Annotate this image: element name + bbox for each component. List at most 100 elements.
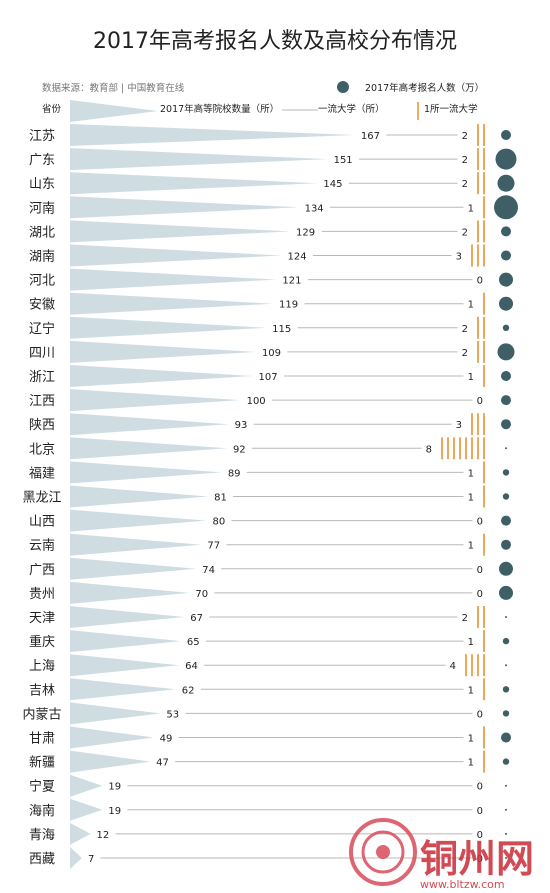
first-class-value: 0 bbox=[477, 709, 483, 720]
colleges-value: 74 bbox=[202, 565, 215, 576]
first-class-value: 1 bbox=[468, 493, 474, 504]
legend-bubble-label: 2017年高考报名人数（万） bbox=[365, 82, 484, 94]
province-label: 浙江 bbox=[29, 370, 55, 385]
first-class-value: 2 bbox=[462, 155, 468, 166]
colleges-value: 92 bbox=[233, 444, 246, 455]
province-label: 黑龙江 bbox=[22, 491, 61, 506]
colleges-value: 115 bbox=[272, 324, 291, 335]
applicants-bubble bbox=[501, 515, 511, 526]
first-class-value: 0 bbox=[477, 396, 483, 407]
first-class-value: 2 bbox=[462, 227, 468, 238]
applicants-bubble bbox=[501, 539, 511, 550]
colleges-value: 129 bbox=[296, 227, 315, 238]
province-label: 辽宁 bbox=[29, 321, 55, 337]
applicants-bubble bbox=[505, 447, 507, 450]
college-triangle bbox=[70, 365, 253, 387]
applicants-bubble bbox=[494, 195, 518, 220]
province-label: 安徽 bbox=[29, 298, 55, 313]
first-class-value: 1 bbox=[468, 734, 474, 745]
first-class-value: 2 bbox=[462, 348, 468, 359]
watermark: 铜州网 www.bltzw.com bbox=[349, 818, 534, 891]
colleges-value: 124 bbox=[288, 252, 307, 263]
province-label: 重庆 bbox=[29, 634, 55, 650]
first-class-value: 0 bbox=[477, 565, 483, 576]
province-label: 新疆 bbox=[29, 755, 55, 771]
watermark-name: 铜州网 bbox=[420, 836, 534, 881]
first-class-value: 1 bbox=[468, 300, 474, 311]
first-class-value: 8 bbox=[426, 444, 432, 455]
first-class-value: 2 bbox=[462, 613, 468, 624]
colleges-value: 65 bbox=[187, 637, 200, 648]
colleges-value: 145 bbox=[323, 179, 342, 190]
province-label: 湖南 bbox=[29, 249, 55, 265]
applicants-bubble bbox=[499, 585, 513, 600]
colleges-value: 89 bbox=[228, 468, 241, 479]
college-triangle bbox=[70, 678, 176, 701]
first-class-value: 3 bbox=[456, 252, 462, 263]
college-triangle bbox=[70, 292, 273, 315]
college-triangle bbox=[70, 437, 227, 460]
applicants-bubble bbox=[495, 148, 517, 170]
colleges-value: 12 bbox=[96, 830, 109, 841]
colleges-value: 151 bbox=[334, 155, 353, 166]
college-triangle bbox=[70, 340, 256, 363]
college-triangle bbox=[70, 461, 222, 484]
college-triangle bbox=[70, 798, 103, 821]
applicants-bubble bbox=[499, 561, 513, 576]
applicants-bubble bbox=[505, 832, 507, 835]
province-label: 河南 bbox=[29, 200, 55, 216]
province-label: 广西 bbox=[29, 563, 55, 578]
colleges-value: 77 bbox=[207, 541, 220, 552]
college-triangle bbox=[70, 726, 154, 749]
applicants-bubble bbox=[505, 784, 507, 787]
province-label: 甘肃 bbox=[29, 732, 55, 747]
watermark-seal-core bbox=[376, 845, 390, 859]
applicants-bubble bbox=[501, 371, 511, 381]
applicants-bubble bbox=[505, 857, 507, 859]
college-triangle bbox=[70, 557, 197, 580]
college-triangle bbox=[70, 485, 209, 508]
applicants-bubble bbox=[502, 324, 510, 331]
chart-rows: 江苏 167 2广东 151 2山东 145 2河南 134 1湖北 129 2湖南 124 3河北 12… bbox=[22, 124, 518, 869]
applicants-bubble bbox=[501, 226, 511, 237]
applicants-bubble bbox=[505, 808, 507, 811]
chart-title: 2017年高考报名人数及高校分布情况 bbox=[93, 29, 457, 54]
legend-triangle bbox=[70, 100, 158, 122]
applicants-bubble bbox=[497, 174, 515, 192]
colleges-value: 7 bbox=[88, 854, 94, 865]
province-label: 青海 bbox=[29, 828, 55, 843]
province-label: 陕西 bbox=[29, 418, 55, 433]
province-label: 广东 bbox=[29, 153, 55, 168]
college-triangle bbox=[70, 509, 207, 532]
province-label: 北京 bbox=[29, 442, 55, 457]
college-triangle bbox=[70, 124, 355, 146]
legend-first-class: 一流大学（所） bbox=[318, 103, 385, 115]
province-label: 江苏 bbox=[29, 128, 55, 144]
colleges-value: 109 bbox=[262, 348, 281, 359]
applicants-bubble bbox=[502, 758, 510, 765]
first-class-value: 0 bbox=[477, 830, 483, 841]
colleges-value: 62 bbox=[182, 685, 195, 696]
province-label: 吉林 bbox=[29, 683, 55, 698]
province-label: 西藏 bbox=[29, 852, 55, 867]
colleges-value: 93 bbox=[235, 420, 248, 431]
province-label: 湖北 bbox=[29, 225, 55, 240]
college-triangle bbox=[70, 244, 282, 267]
colleges-value: 67 bbox=[190, 613, 203, 624]
first-class-value: 1 bbox=[468, 468, 474, 479]
colleges-value: 49 bbox=[160, 734, 173, 745]
first-class-value: 1 bbox=[468, 203, 474, 214]
college-triangle bbox=[70, 702, 161, 725]
college-triangle bbox=[70, 847, 82, 869]
first-class-value: 1 bbox=[468, 758, 474, 769]
college-triangle bbox=[70, 172, 318, 195]
colleges-value: 134 bbox=[305, 203, 324, 214]
province-label: 福建 bbox=[29, 466, 55, 481]
first-class-value: 0 bbox=[477, 782, 483, 793]
college-triangle bbox=[70, 196, 299, 219]
colleges-value: 19 bbox=[108, 782, 121, 793]
college-triangle bbox=[70, 413, 229, 436]
college-triangle bbox=[70, 654, 180, 677]
province-label: 上海 bbox=[29, 659, 55, 674]
applicants-bubble bbox=[502, 686, 510, 693]
